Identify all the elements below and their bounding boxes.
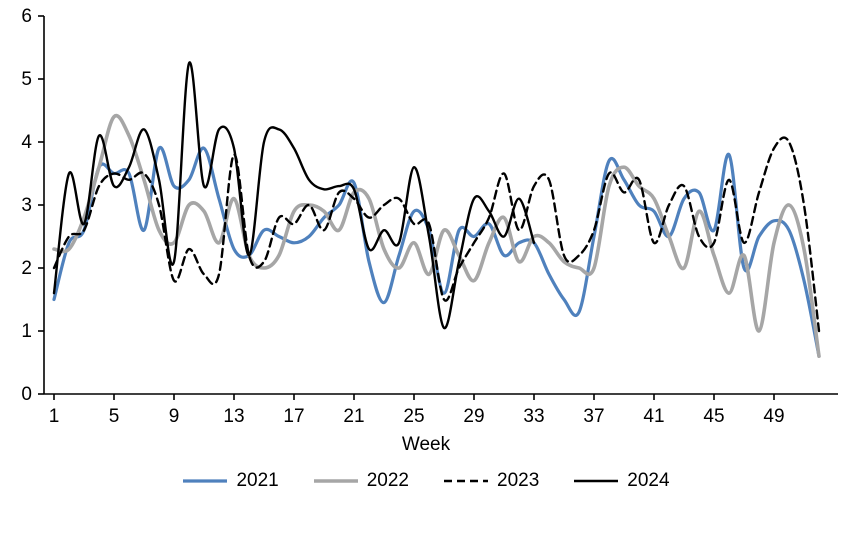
legend-line-2021-icon xyxy=(183,479,228,483)
y-tick-label: 6 xyxy=(21,6,32,27)
y-tick-label: 4 xyxy=(21,132,32,153)
legend-item-2022: 2022 xyxy=(313,470,409,492)
x-tick-label: 1 xyxy=(49,406,60,427)
y-tick-label: 1 xyxy=(21,321,32,342)
y-tick-label: 5 xyxy=(21,69,32,90)
y-tick-label: 2 xyxy=(21,258,32,279)
legend-item-2023: 2023 xyxy=(443,470,539,492)
legend: 2021 2022 2023 2024 xyxy=(0,470,852,492)
x-tick-label: 49 xyxy=(763,406,784,427)
legend-label-2021: 2021 xyxy=(236,470,279,491)
series-line-2024 xyxy=(52,61,536,330)
legend-item-2021: 2021 xyxy=(182,470,279,492)
legend-label-2022: 2022 xyxy=(366,470,409,491)
x-tick-label: 37 xyxy=(583,406,604,427)
x-tick-label: 9 xyxy=(169,406,180,427)
x-tick-label: 29 xyxy=(463,406,484,427)
legend-item-2024: 2024 xyxy=(573,470,670,492)
x-axis-title: Week xyxy=(401,434,451,455)
legend-line-2022-icon xyxy=(313,479,358,483)
legend-line-2023-icon xyxy=(444,479,488,483)
y-tick-label: 3 xyxy=(21,195,32,216)
x-tick-label: 5 xyxy=(109,406,120,427)
y-tick-label: 0 xyxy=(21,384,32,405)
x-tick-label: 21 xyxy=(343,406,364,427)
series-line-2022 xyxy=(52,113,821,358)
x-tick-label: 41 xyxy=(643,406,664,427)
x-tick-label: 33 xyxy=(523,406,544,427)
x-tick-label: 45 xyxy=(703,406,724,427)
legend-label-2023: 2023 xyxy=(497,470,540,491)
legend-label-2024: 2024 xyxy=(627,470,670,491)
x-tick-label: 17 xyxy=(283,406,304,427)
chart-area: 0 1 2 3 4 5 6 1 5 9 13 17 21 25 29 33 37 41 45 49 xyxy=(21,6,838,427)
legend-line-2024-icon xyxy=(574,479,619,483)
x-tick-label: 13 xyxy=(223,406,244,427)
x-tick-label: 25 xyxy=(403,406,424,427)
series-line-2023 xyxy=(52,136,821,333)
